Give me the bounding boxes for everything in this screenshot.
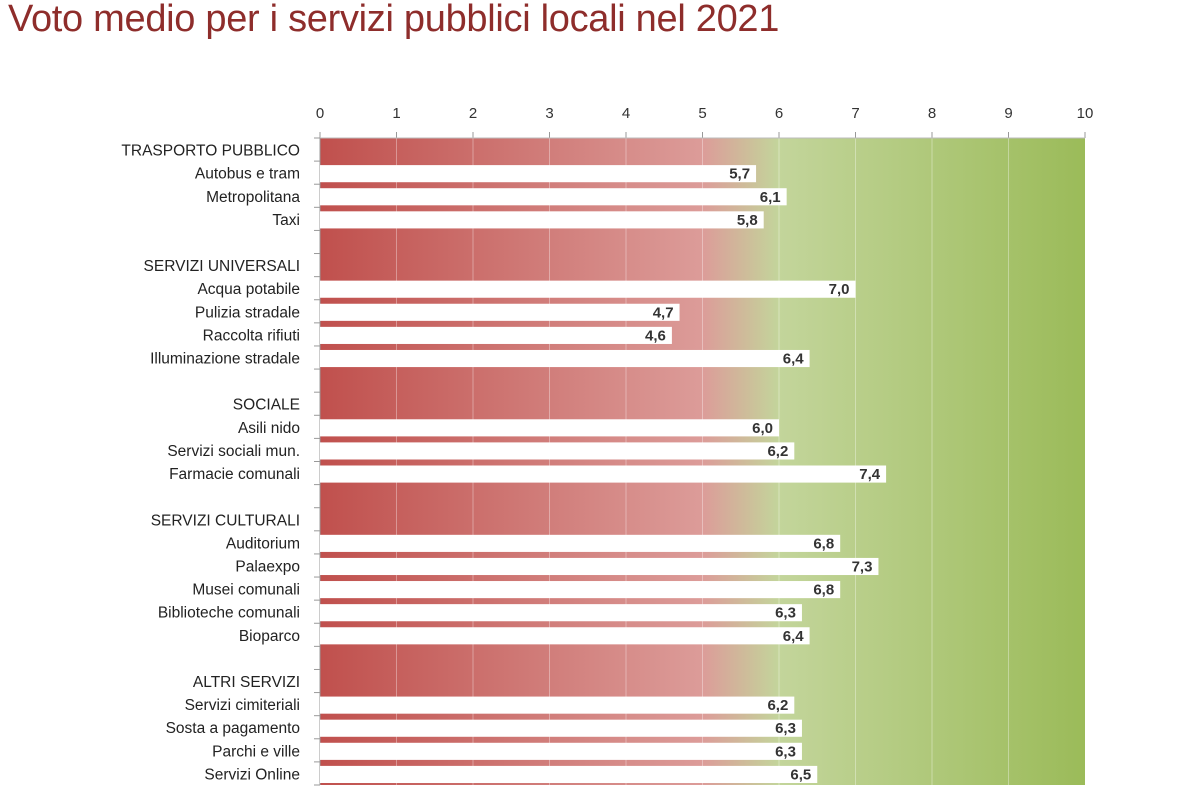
data-label: 6,5 (790, 766, 811, 783)
x-tick-label: 2 (469, 105, 477, 122)
category-label: Metropolitana (206, 189, 300, 206)
bar (320, 442, 795, 460)
group-label: SERVIZI CULTURALI (151, 512, 300, 529)
x-tick-label: 3 (545, 105, 553, 122)
x-tick-label: 10 (1077, 105, 1094, 122)
data-label: 6,2 (767, 697, 788, 714)
group-label: ALTRI SERVIZI (193, 674, 300, 691)
data-label: 7,0 (829, 281, 850, 298)
x-tick-label: 4 (622, 105, 630, 122)
group-label: TRASPORTO PUBBLICO (121, 143, 300, 160)
bar (320, 627, 810, 645)
data-label: 6,1 (760, 189, 781, 206)
group-label: SOCIALE (233, 397, 300, 414)
bar (320, 465, 887, 483)
bar (320, 581, 841, 599)
category-label: Musei comunali (192, 582, 300, 599)
data-label: 4,6 (645, 327, 666, 344)
category-label: Parchi e ville (212, 743, 300, 760)
bar (320, 719, 802, 737)
x-tick-label: 7 (851, 105, 859, 122)
x-tick-label: 8 (928, 105, 936, 122)
data-label: 7,4 (859, 466, 881, 483)
category-label: Servizi cimiteriali (185, 697, 300, 714)
category-label: Auditorium (226, 535, 300, 552)
bar (320, 604, 802, 622)
bar (320, 349, 810, 368)
category-label: Bioparco (239, 628, 300, 645)
category-label: Asili nido (238, 420, 300, 437)
x-tick-label: 6 (775, 105, 783, 122)
x-tick-label: 9 (1004, 105, 1012, 122)
bar (320, 326, 672, 344)
bar (320, 534, 841, 552)
bar (320, 188, 787, 206)
data-label: 6,4 (783, 351, 805, 368)
data-label: 6,3 (775, 743, 796, 760)
x-tick-label: 5 (698, 105, 706, 122)
category-label: Biblioteche comunali (158, 605, 300, 622)
category-label: Farmacie comunali (169, 466, 300, 483)
bar (320, 419, 779, 437)
bar (320, 557, 879, 576)
plot-background (320, 138, 1085, 785)
category-label: Autobus e tram (195, 166, 300, 183)
data-label: 6,3 (775, 720, 796, 737)
category-label: Palaexpo (235, 558, 300, 575)
data-label: 6,8 (813, 535, 834, 552)
category-label: Sosta a pagamento (166, 720, 300, 737)
bar (320, 696, 795, 714)
category-label: Taxi (272, 212, 300, 229)
category-label: Raccolta rifiuti (203, 327, 300, 344)
group-label: SERVIZI UNIVERSALI (144, 258, 300, 275)
chart-title: Voto medio per i servizi pubblici locali… (8, 0, 780, 40)
bar (320, 211, 764, 229)
data-label: 6,8 (813, 582, 834, 599)
bar (320, 165, 757, 183)
category-label: Pulizia stradale (195, 304, 300, 321)
bar (320, 765, 818, 783)
category-label: Servizi Online (204, 766, 300, 783)
data-label: 7,3 (852, 558, 873, 575)
category-label: Acqua potabile (197, 281, 300, 298)
data-label: 5,8 (737, 212, 758, 229)
category-label: Servizi sociali mun. (167, 443, 300, 460)
x-tick-label: 1 (392, 105, 400, 122)
bar (320, 742, 802, 760)
category-label: Illuminazione stradale (150, 351, 300, 368)
x-tick-label: 0 (316, 105, 324, 122)
data-label: 6,0 (752, 420, 773, 437)
bar (320, 303, 680, 321)
data-label: 6,4 (783, 628, 805, 645)
bar (320, 280, 856, 298)
data-label: 4,7 (653, 304, 674, 321)
data-label: 6,2 (767, 443, 788, 460)
data-label: 6,3 (775, 605, 796, 622)
data-label: 5,7 (729, 166, 750, 183)
